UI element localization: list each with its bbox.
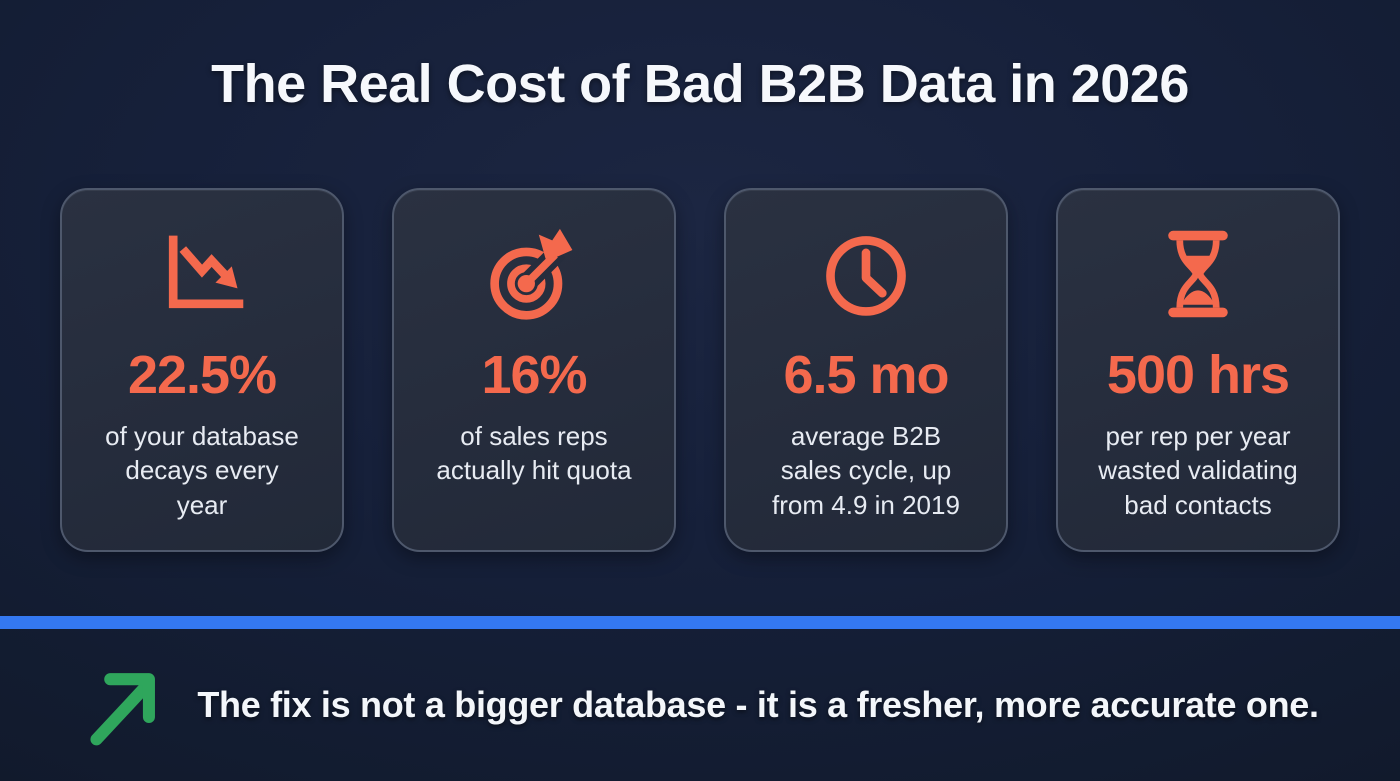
stat-description: of sales reps actually hit quota (436, 420, 632, 486)
stat-cards-row: 22.5% of your database decays every year… (0, 187, 1400, 552)
growth-arrow-icon (81, 660, 167, 750)
blue-divider-bar (0, 615, 1400, 629)
stat-value: 16% (481, 344, 587, 405)
stat-value: 500 hrs (1106, 344, 1290, 405)
stat-description: average B2B sales cycle, up from 4.9 in … (772, 420, 960, 520)
stat-card-sales-cycle: 6.5 mo average B2B sales cycle, up from … (724, 187, 1008, 552)
stat-card-wasted-hours: 500 hrs per rep per year wasted validati… (1056, 187, 1340, 552)
stat-value: 22.5% (127, 344, 277, 405)
stat-description: of your database decays every year (105, 420, 299, 520)
trend-down-chart-icon (154, 226, 250, 322)
hourglass-icon (1150, 226, 1246, 322)
page-title: The Real Cost of Bad B2B Data in 2026 (211, 54, 1189, 114)
footer-message: The fix is not a bigger database - it is… (197, 683, 1319, 725)
stat-value: 6.5 mo (783, 344, 949, 405)
stat-card-database-decay: 22.5% of your database decays every year (60, 187, 344, 552)
stat-description: per rep per year wasted validating bad c… (1098, 420, 1298, 520)
target-arrow-icon (486, 226, 582, 322)
footer-banner: The fix is not a bigger database - it is… (0, 629, 1400, 781)
clock-icon (818, 226, 914, 322)
stat-card-quota: 16% of sales reps actually hit quota (392, 187, 676, 552)
